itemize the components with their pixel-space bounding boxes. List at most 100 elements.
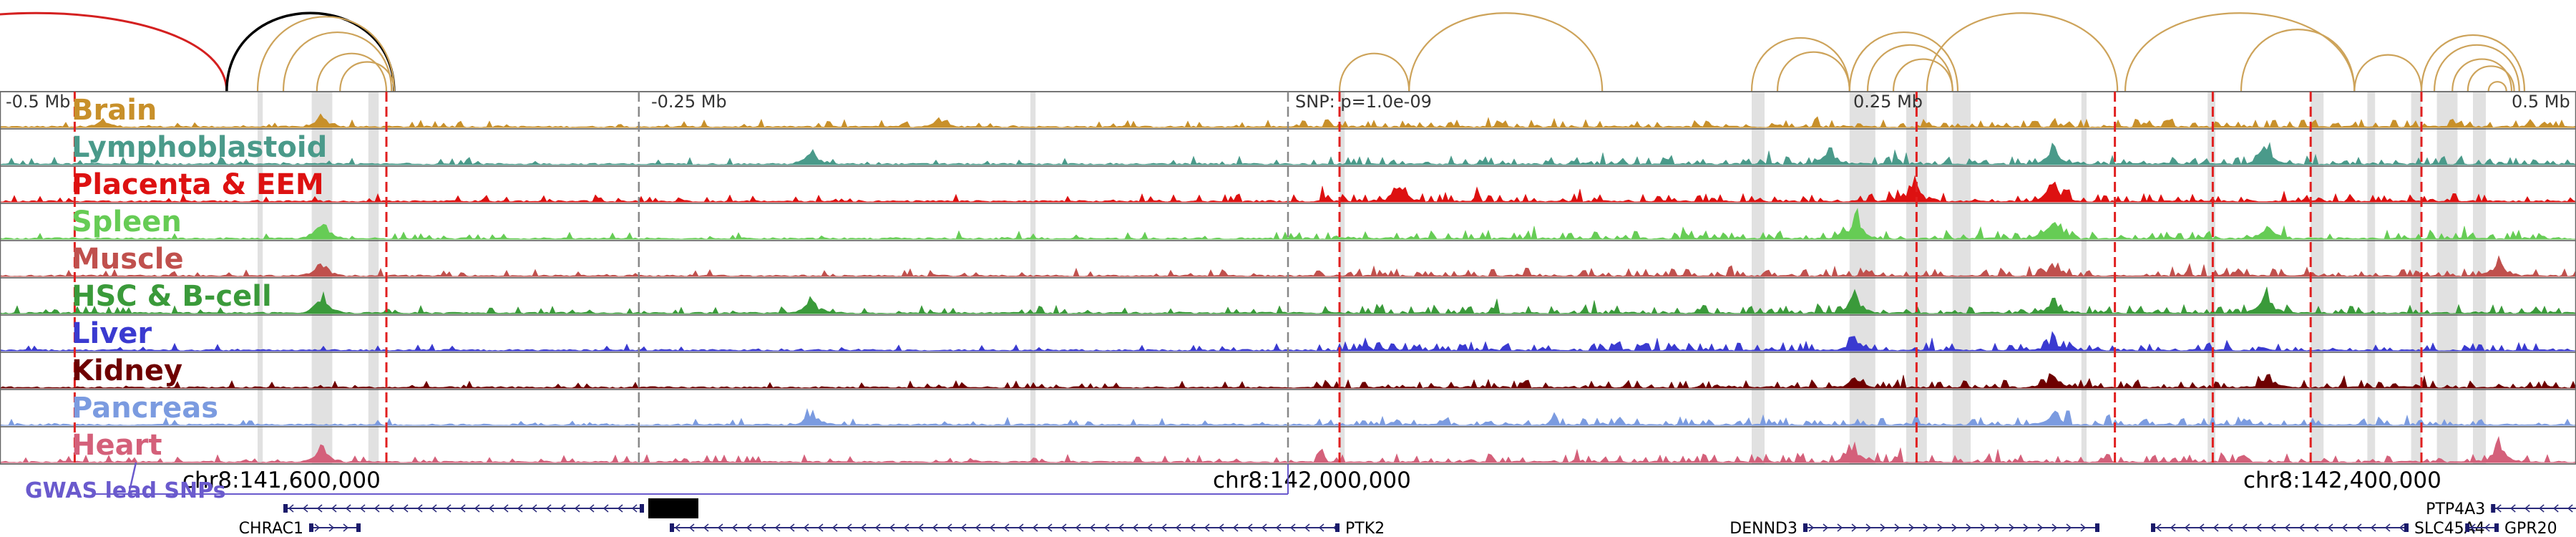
gene-ptp4a3-strand-arrow	[2567, 504, 2573, 513]
coordinate-label: chr8:142,400,000	[2243, 468, 2441, 493]
loop-arc-gold	[1776, 51, 1850, 92]
gene-ago2-exon	[283, 504, 288, 513]
gene-ago2-strand-arrow	[631, 504, 638, 513]
gene-dennd3-strand-arrow	[1923, 523, 1929, 532]
gene-ptk2-strand-arrow	[960, 523, 967, 532]
track-signal-liver	[0, 331, 2576, 352]
gene-ptk2-strand-arrow	[831, 523, 838, 532]
gene-ptk2-strand-arrow	[1046, 523, 1053, 532]
gene-slc45a4-strand-arrow	[2399, 523, 2405, 532]
gene-ptk2-strand-arrow	[1003, 523, 1010, 532]
gene-ago2-strand-arrow	[416, 504, 423, 513]
gene-ptk2-strand-arrow	[1075, 523, 1081, 532]
gene-slc45a4-strand-arrow	[2327, 523, 2333, 532]
gene-ago2-strand-arrow	[374, 504, 380, 513]
gene-ptk2-strand-arrow	[1089, 523, 1096, 532]
gene-ago2-strand-arrow	[331, 504, 337, 513]
track-signal-heart	[0, 435, 2576, 463]
gene-ptk2-strand-arrow	[1232, 523, 1239, 532]
gene-ptk2-strand-arrow	[1018, 523, 1024, 532]
gene-ptk2-strand-arrow	[789, 523, 795, 532]
gene-ptk2-strand-arrow	[846, 523, 852, 532]
track-signal-muscle	[0, 255, 2576, 277]
position-label: SNP: p=1.0e-09	[1295, 92, 1432, 112]
gene-slc45a4-exon	[2151, 523, 2155, 532]
track-labels: Brain Lymphoblastoid Placenta & EEM Spleen M…	[72, 94, 327, 462]
track-signal-placenta-eem	[0, 175, 2576, 203]
gene-ptk2-strand-arrow	[1175, 523, 1181, 532]
gene-ago2-strand-arrow	[388, 504, 394, 513]
gene-ptk2-exon	[670, 523, 674, 532]
gene-ptk2-strand-arrow	[746, 523, 752, 532]
gene-ptk2-strand-arrow	[1204, 523, 1210, 532]
loop-arc-gold	[316, 52, 388, 92]
gene-ptk2-strand-arrow	[1118, 523, 1124, 532]
gene-ptk2-strand-arrow	[774, 523, 781, 532]
gene-dennd3-strand-arrow	[1937, 523, 1943, 532]
gene-ago2-strand-arrow	[574, 504, 580, 513]
gene-ptk2-strand-arrow	[803, 523, 809, 532]
loop-arc-gold	[2124, 12, 2356, 92]
loop-arc-gold	[1926, 12, 2119, 92]
gene-gpr20-exon	[2465, 523, 2470, 532]
gene-dennd3-strand-arrow	[2023, 523, 2029, 532]
gene-chrac1-strand-arrow	[314, 523, 321, 532]
loop-arc-black	[225, 11, 396, 92]
gene-slc45a4-strand-arrow	[2198, 523, 2205, 532]
gene-ptk2-strand-arrow	[903, 523, 909, 532]
track-label-spleen: Spleen	[72, 205, 182, 238]
gene-ago2-strand-arrow	[474, 504, 480, 513]
position-label: 0.5 Mb	[2512, 92, 2570, 112]
track-signal-brain	[0, 113, 2576, 128]
gene-ptk2-strand-arrow	[760, 523, 766, 532]
loop-arc-gold	[2467, 65, 2515, 92]
track-label-heart: Heart	[72, 429, 162, 462]
gene-slc45a4-strand-arrow	[2155, 523, 2162, 532]
gene-ago2-strand-arrow	[431, 504, 437, 513]
gene-ptk2-strand-arrow	[1246, 523, 1253, 532]
gene-dennd3-strand-arrow	[2037, 523, 2044, 532]
gene-chrac1-exon	[309, 523, 313, 532]
gene-ptk2-strand-arrow	[932, 523, 938, 532]
coordinate-axis: chr8:141,600,000 chr8:142,000,000 chr8:142…	[25, 462, 2441, 503]
gene-slc45a4-strand-arrow	[2227, 523, 2233, 532]
gene-ago2-strand-arrow	[602, 504, 609, 513]
gene-dennd3-strand-arrow	[1880, 523, 1886, 532]
loop-arc-gold	[282, 31, 393, 92]
coordinate-label: chr8:142,000,000	[1213, 468, 1411, 493]
loop-arc-gold	[256, 16, 395, 92]
loop-arc-gold	[1750, 37, 1850, 92]
gene-slc45a4-strand-arrow	[2241, 523, 2248, 532]
track-label-lymphoblastoid: Lymphoblastoid	[72, 131, 327, 164]
gene-ago2-exon	[640, 504, 644, 513]
gene-ago2-strand-arrow	[517, 504, 523, 513]
gene-ago2-strand-arrow	[445, 504, 452, 513]
gene-slc45a4-strand-arrow	[2341, 523, 2348, 532]
gene-ptp4a3-strand-arrow	[2539, 504, 2545, 513]
gene-dennd3-exon	[2095, 523, 2099, 532]
loop-arc-gold	[1848, 31, 1959, 92]
gene-slc45a4-exon	[2404, 523, 2409, 532]
gene-ptp4a3-label: PTP4A3	[2426, 500, 2485, 518]
gene-ago2-strand-arrow	[345, 504, 351, 513]
loop-arc-gold	[2240, 29, 2356, 92]
gene-slc45a4-strand-arrow	[2270, 523, 2276, 532]
gene-dennd3-strand-arrow	[2066, 523, 2072, 532]
gene-dennd3-strand-arrow	[1994, 523, 2001, 532]
position-label: 0.25 Mb	[1853, 92, 1923, 112]
loop-arc-gold	[1338, 52, 1410, 92]
gene-dennd3-strand-arrow	[1908, 523, 1915, 532]
gene-ago2-strand-arrow	[545, 504, 552, 513]
gene-chrac1-exon	[356, 523, 361, 532]
gene-gpr20-label: GPR20	[2504, 520, 2557, 537]
gene-dennd3-strand-arrow	[2009, 523, 2015, 532]
gene-ptk2-strand-arrow	[1289, 523, 1296, 532]
gene-ago2-strand-arrow	[560, 504, 566, 513]
gene-dennd3-strand-arrow	[1808, 523, 1815, 532]
gene-ptk2-strand-arrow	[874, 523, 881, 532]
gene-slc45a4-strand-arrow	[2255, 523, 2262, 532]
chromatin-loop-arcs	[0, 11, 2526, 92]
gene-slc45a4-strand-arrow	[2370, 523, 2376, 532]
loop-arc-gold	[339, 61, 395, 92]
